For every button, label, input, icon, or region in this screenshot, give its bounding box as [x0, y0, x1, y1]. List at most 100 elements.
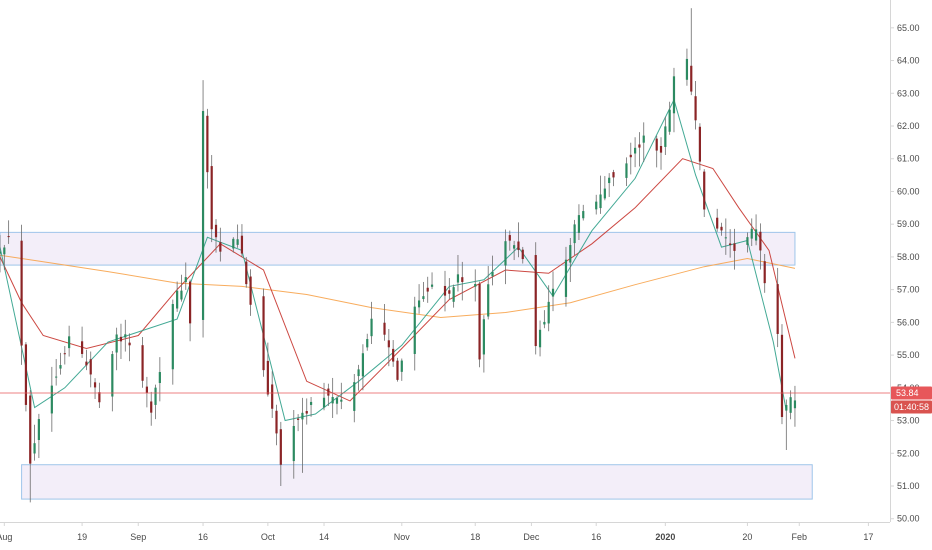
candle-body-up — [37, 419, 40, 441]
candle-body-up — [301, 412, 304, 420]
candle — [219, 227, 222, 262]
candle-body-up — [625, 163, 628, 178]
candle-body-down — [245, 261, 248, 285]
candle — [322, 382, 326, 411]
candle — [124, 319, 127, 352]
candle — [729, 229, 732, 258]
candle — [50, 366, 53, 432]
candle — [448, 278, 451, 300]
candle — [478, 281, 481, 368]
candle — [577, 204, 581, 241]
candle-body-up — [115, 334, 118, 353]
candle-body-down — [392, 348, 395, 362]
candle — [746, 232, 749, 253]
candle-body-up — [513, 245, 516, 249]
candle — [357, 364, 360, 391]
candle-body-up — [474, 284, 477, 287]
candle-body-down — [7, 236, 10, 238]
candle — [59, 352, 62, 375]
x-tick-label: 17 — [863, 532, 873, 542]
candle — [0, 235, 2, 273]
candle-body-down — [534, 255, 537, 347]
candle — [538, 320, 542, 357]
candle-body-down — [521, 249, 524, 260]
candle-body-up — [59, 365, 62, 369]
candle-body-up — [603, 188, 606, 199]
candle-body-up — [582, 211, 585, 219]
candle — [249, 269, 252, 316]
candle — [3, 244, 6, 270]
candle-body-down — [780, 334, 784, 417]
y-tick-label: 53.00 — [897, 416, 920, 426]
candle-body-down — [89, 359, 92, 375]
x-tick-label: 20 — [742, 532, 752, 542]
candle — [210, 155, 213, 243]
zones-layer — [0, 231, 813, 500]
candle — [245, 257, 248, 288]
candle — [37, 413, 40, 459]
candle — [547, 285, 550, 332]
candle — [309, 397, 313, 417]
ma-mid-line — [0, 158, 796, 402]
candle-body-up — [577, 215, 581, 233]
candles-layer — [0, 8, 797, 503]
x-tick-label: Nov — [394, 532, 411, 542]
candle-body-up — [331, 397, 334, 404]
candle — [305, 398, 308, 425]
candle — [115, 327, 118, 371]
candle — [24, 342, 28, 412]
candle-body-up — [724, 237, 727, 239]
candle — [214, 219, 218, 253]
candle — [7, 220, 10, 244]
candle-body-down — [271, 384, 274, 409]
zone-0 — [0, 231, 796, 266]
zone-1 — [21, 464, 813, 500]
price-scale-panel[interactable] — [891, 0, 932, 522]
candle-body-down — [694, 96, 697, 121]
candle-body-up — [309, 401, 313, 405]
candle-body-down — [305, 411, 308, 414]
candle-body-down — [240, 235, 244, 254]
candle — [599, 175, 602, 214]
candle — [612, 169, 615, 187]
candle — [85, 349, 88, 371]
candle — [551, 271, 555, 312]
candle-body-down — [478, 283, 481, 360]
candle — [387, 329, 390, 367]
candle-body-up — [569, 245, 572, 263]
candle-body-down — [150, 401, 153, 413]
candle — [33, 424, 36, 461]
candle-body-up — [633, 147, 637, 154]
candle — [201, 80, 205, 338]
candle-body-up — [672, 76, 676, 114]
y-tick-label: 51.00 — [897, 481, 920, 491]
candle-body-down — [20, 240, 23, 346]
candle — [292, 410, 295, 479]
candle — [63, 346, 66, 365]
candle-body-up — [668, 109, 671, 132]
time-scale-panel[interactable] — [0, 523, 890, 550]
candle-body-up — [543, 321, 546, 325]
candle-body-down — [214, 224, 218, 238]
candle-body-up — [3, 247, 6, 255]
bar-countdown-label: 01:40:58 — [894, 402, 929, 412]
candle-body-up — [685, 58, 689, 80]
candle — [456, 254, 460, 292]
ma-slow-line — [0, 254, 796, 319]
y-tick-label: 61.00 — [897, 154, 920, 164]
candle — [145, 376, 148, 408]
candle-body-down — [716, 217, 719, 229]
candle — [426, 276, 429, 303]
candle-body-down — [763, 261, 766, 284]
x-tick-label: 16 — [198, 532, 208, 542]
candle — [698, 123, 702, 171]
candle — [184, 262, 187, 290]
candle — [716, 208, 719, 232]
candle — [141, 337, 144, 388]
candle-body-down — [733, 243, 736, 251]
y-tick-label: 56.00 — [897, 317, 920, 327]
candle — [504, 229, 507, 285]
candle — [68, 325, 71, 357]
candle — [461, 261, 464, 301]
